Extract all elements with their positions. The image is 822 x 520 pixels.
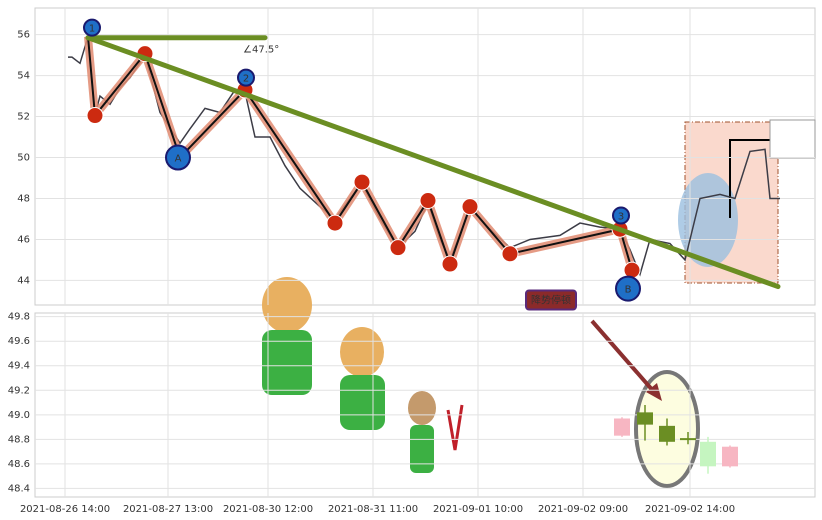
y-tick-label: 48.4 xyxy=(8,483,30,494)
y-tick-label: 49.2 xyxy=(8,385,30,396)
wave-point xyxy=(86,107,104,125)
x-tick-label: 2021-08-26 14:00 xyxy=(20,504,110,515)
wave-marker xyxy=(615,275,641,302)
arrow-head xyxy=(646,383,662,401)
x-tick-label: 2021-08-27 13:00 xyxy=(123,504,213,515)
blue-ellipse xyxy=(678,173,738,267)
wave-marker xyxy=(237,68,255,87)
wave-marker xyxy=(612,206,630,225)
candle-body xyxy=(700,441,716,467)
y-tick-label: 49.6 xyxy=(8,336,30,347)
y-tick-label: 52 xyxy=(17,112,30,123)
y-tick-label: 49.0 xyxy=(8,410,30,421)
y-tick-label: 48.8 xyxy=(8,434,30,445)
icon-box xyxy=(769,119,816,159)
wave-point xyxy=(326,214,344,232)
x-tick-label: 2021-08-30 12:00 xyxy=(223,504,313,515)
y-tick-label: 50 xyxy=(17,153,30,164)
candle-body xyxy=(659,425,675,442)
annotation-box xyxy=(525,289,577,311)
wave-point xyxy=(501,245,519,263)
y-tick-label: 46 xyxy=(17,234,30,245)
x-tick-label: 2021-09-02 14:00 xyxy=(645,504,735,515)
bottom-panel xyxy=(34,312,816,498)
pointer xyxy=(729,139,770,218)
wave-marker-label: 2 xyxy=(243,74,249,85)
wave-point xyxy=(441,255,459,273)
wave-marker-label: A xyxy=(175,154,182,165)
price-line xyxy=(87,36,633,271)
y-tick-label: 49.8 xyxy=(8,312,30,323)
candle-body xyxy=(614,418,630,436)
x-tick-label: 2021-09-02 09:00 xyxy=(538,504,628,515)
y-tick-label: 48.6 xyxy=(8,459,30,470)
annotation: 降势停顿 xyxy=(531,293,571,306)
candle-body xyxy=(637,412,653,425)
x-tick-label: 2021-09-01 10:00 xyxy=(433,504,523,515)
y-tick-label: 48 xyxy=(17,193,30,204)
y-tick-label: 49.4 xyxy=(8,361,30,372)
candle-body xyxy=(722,446,738,467)
y-tick-label: 54 xyxy=(17,71,30,82)
y-tick-label: 56 xyxy=(17,30,30,41)
wave-marker xyxy=(83,18,101,37)
wave-point xyxy=(419,192,437,210)
dog-1 xyxy=(262,277,312,395)
dog-3 xyxy=(408,391,464,473)
wave-marker-label: 3 xyxy=(618,211,624,222)
y-tick-label: 44 xyxy=(17,275,30,286)
x-tick-label: 2021-08-31 11:00 xyxy=(328,504,418,515)
wave-marker-label: 1 xyxy=(89,24,95,35)
decorations xyxy=(35,8,816,497)
wave-point xyxy=(461,198,479,216)
annotation: ∠47.5° xyxy=(243,45,279,56)
wave-marker xyxy=(165,144,191,171)
trend-line xyxy=(85,35,781,290)
wave-point xyxy=(353,173,371,191)
candle-body xyxy=(680,438,696,441)
wave-marker-label: B xyxy=(625,285,632,296)
arrow-shaft xyxy=(590,319,657,395)
wave-point xyxy=(389,239,407,257)
